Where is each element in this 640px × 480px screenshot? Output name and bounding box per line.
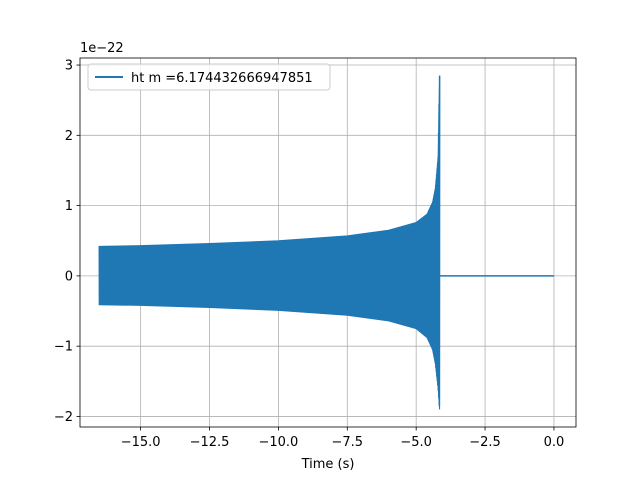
series-layer <box>98 75 554 410</box>
x-axis-label: Time (s) <box>301 457 355 472</box>
legend-box <box>87 63 331 91</box>
y-tick-label: 1 <box>65 199 73 214</box>
y-tick-label: 3 <box>65 59 73 74</box>
x-tick-label: −12.5 <box>190 435 230 450</box>
legend: ht m =6.174432666947851 <box>87 63 331 91</box>
legend-label-ht: ht m =6.174432666947851 <box>131 71 313 86</box>
y-tick-label: 2 <box>65 129 73 144</box>
x-tick-label: 0.0 <box>544 435 565 450</box>
y-offset-text: 1e−22 <box>80 41 124 56</box>
y-tick-label: 0 <box>65 269 73 284</box>
axis-ticks: −15.0 −12.5 −10.0 −7.5 −5.0 −2.5 0.0 −2 −1 0 1 2 3 <box>54 59 564 450</box>
x-tick-label: −7.5 <box>331 435 363 450</box>
strain-line <box>98 75 441 406</box>
x-tick-label: −15.0 <box>121 435 161 450</box>
axes-frame <box>79 57 577 428</box>
x-tick-label: −10.0 <box>258 435 298 450</box>
x-tick-label: −2.5 <box>469 435 501 450</box>
x-tick-label: −5.0 <box>400 435 432 450</box>
y-tick-label: −2 <box>54 410 73 425</box>
y-tick-label: −1 <box>54 340 73 355</box>
